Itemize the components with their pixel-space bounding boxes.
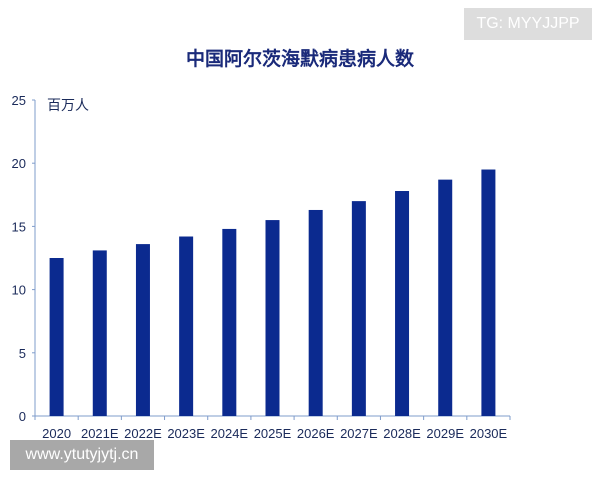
bar-2022E (135, 244, 150, 416)
watermark-tg: TG: MYYJJPP (464, 8, 592, 40)
x-tick-label: 2021E (81, 426, 119, 441)
y-tick-label: 10 (12, 283, 26, 298)
watermark-url: www.ytutyjytj.cn (10, 440, 154, 470)
x-tick-label: 2025E (254, 426, 292, 441)
y-tick-label: 0 (19, 409, 26, 424)
y-tick-label: 5 (19, 346, 26, 361)
x-tick-label: 2020 (42, 426, 71, 441)
bar-2030E (481, 169, 496, 416)
y-tick-label: 20 (12, 156, 26, 171)
bar-2020 (49, 258, 64, 416)
bar-2023E (179, 236, 194, 416)
x-tick-label: 2023E (167, 426, 205, 441)
bar-2028E (395, 191, 410, 416)
bar-2027E (351, 201, 366, 416)
chart-title: 中国阿尔茨海默病患病人数 (185, 49, 414, 70)
bar-2021E (92, 250, 107, 416)
x-tick-label: 2028E (383, 426, 421, 441)
x-tick-label: 2030E (470, 426, 508, 441)
x-tick-label: 2026E (297, 426, 335, 441)
bar-2026E (308, 209, 323, 416)
x-tick-label: 2022E (124, 426, 162, 441)
bar-2024E (222, 228, 237, 416)
y-axis-unit: 百万人 (47, 97, 89, 113)
bar-2029E (438, 179, 453, 416)
y-tick-label: 15 (12, 219, 26, 234)
x-tick-label: 2024E (211, 426, 249, 441)
bar-2025E (265, 220, 280, 416)
x-tick-label: 2029E (426, 426, 464, 441)
x-tick-label: 2027E (340, 426, 378, 441)
y-tick-label: 25 (12, 93, 26, 108)
